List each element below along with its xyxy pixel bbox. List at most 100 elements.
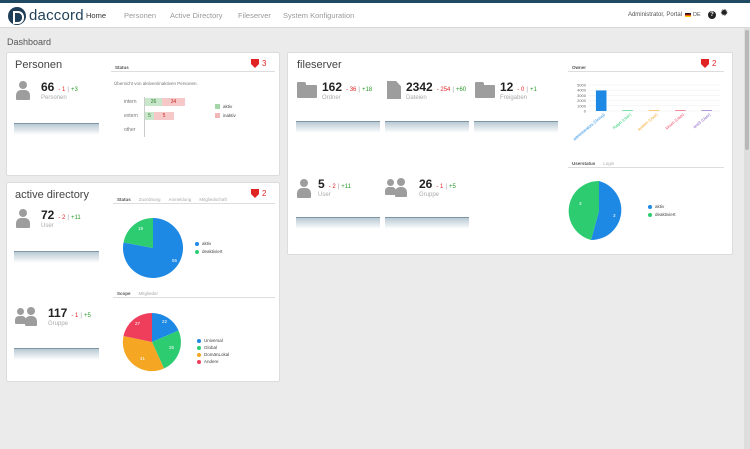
pie-label-aktiv: 3 (613, 213, 616, 218)
owner-y-tick: 2000 (577, 98, 587, 103)
owner-y-tick: 5000 (577, 83, 587, 88)
tab-scope[interactable]: Scope (117, 291, 131, 296)
pie-slice-universal[interactable] (152, 313, 179, 342)
bar-intern-inactive[interactable]: 34 (162, 98, 185, 106)
freigaben-count: 12 (500, 80, 514, 94)
pie-slice-aktiv[interactable] (122, 218, 183, 278)
fs-users-count: 5 (318, 177, 325, 191)
ad-users-count: 72 (41, 208, 55, 222)
pie-slice-domaenlokal[interactable] (122, 336, 164, 372)
nav-fileserver[interactable]: Fileserver (238, 11, 271, 20)
owner-x-label: kirsch (User) (664, 112, 685, 131)
nav-personen[interactable]: Personen (124, 11, 157, 20)
brand[interactable]: daccord (8, 6, 84, 25)
ad-title: active directory (15, 189, 89, 201)
ordner-sparkline (296, 121, 380, 133)
personen-warning-count: 3 (262, 59, 267, 68)
owner-bar[interactable] (622, 110, 633, 111)
freigaben-increase: +1 (529, 87, 537, 93)
tab-mitgliedschaft[interactable]: Mitgliedschaft (199, 197, 227, 202)
tab-owner[interactable]: Owner (572, 65, 587, 70)
fileserver-warning-count: 2 (712, 59, 717, 68)
pie-slice-andere[interactable] (123, 312, 153, 342)
tab-zuordnung[interactable]: Zuordnung (138, 197, 161, 202)
pie-slice-global[interactable] (152, 330, 181, 369)
group-icon (385, 178, 407, 198)
tab-anmeldung[interactable]: Anmeldung (168, 197, 192, 202)
owner-bar[interactable] (675, 110, 686, 111)
bar-extern-active[interactable]: 5 (145, 112, 154, 120)
ad-warning[interactable]: 2 (251, 189, 266, 198)
user-menu[interactable]: Administrator, Portal (627, 12, 682, 18)
owner-y-tick: 0 (584, 109, 587, 114)
ad-users-label: User (41, 223, 54, 229)
owner-bar[interactable] (701, 110, 713, 111)
ad-groups-sparkline (14, 348, 99, 360)
fs-groups-sparkline (385, 217, 469, 229)
shared-folder-icon (475, 82, 495, 98)
ad-users-increase: +11 (70, 215, 81, 221)
bar-extern-inactive[interactable]: 5 (154, 112, 174, 120)
personen-title: Personen (15, 59, 63, 71)
personen-sparkline (14, 123, 99, 135)
folder-icon (297, 82, 317, 98)
legend-global: Global (197, 345, 217, 350)
pie-slice-aktiv[interactable] (591, 181, 622, 241)
top-accent-line (0, 0, 750, 3)
fs-users-sparkline (296, 217, 380, 229)
scrollbar-thumb[interactable] (745, 30, 749, 150)
tab-status[interactable]: Status (115, 65, 129, 70)
personen-panel: Personen 3 66 - 1 | +3 Personen Status Ü… (6, 52, 280, 176)
nav-active-directory[interactable]: Active Directory (170, 11, 223, 20)
owner-x-label: test3 (User) (692, 112, 712, 130)
language-selector[interactable]: DE (693, 12, 701, 18)
fs-status-pie: 3 3 (568, 180, 622, 241)
dateien-count: 2342 (406, 80, 433, 94)
owner-y-tick: 4000 (577, 88, 587, 93)
legend-universal: Universal (197, 338, 223, 343)
pie-label-deaktiviert: 3 (579, 201, 582, 206)
fileserver-warning[interactable]: 2 (701, 59, 716, 68)
scrollbar[interactable] (744, 28, 750, 449)
legend-deaktiviert: deaktiviert (195, 249, 223, 254)
tab-userstatus[interactable]: Userstatus (572, 161, 596, 166)
fs-groups-label: Gruppe (419, 192, 440, 198)
freigaben-stat: 12 - 0 | +1 Freigaben (500, 80, 537, 101)
bar-intern-active[interactable]: 26 (145, 98, 162, 106)
gear-icon[interactable]: ✹ (720, 8, 729, 19)
ad-groups-label: Gruppe (48, 321, 69, 327)
flag-de-icon[interactable] (685, 13, 691, 17)
pie-slice-deaktiviert[interactable] (568, 180, 599, 240)
ordner-increase: +18 (361, 87, 373, 93)
person-icon (16, 209, 30, 229)
page-title: Dashboard (7, 37, 52, 47)
fs-groups-decrease: - 1 (436, 184, 444, 190)
ordner-label: Ordner (322, 95, 341, 101)
ad-users-decrease: - 2 (58, 215, 66, 221)
tab-login[interactable]: Login (603, 161, 615, 166)
person-icon (297, 179, 311, 199)
nav-system-konfiguration[interactable]: System Konfiguration (283, 11, 355, 20)
owner-bar[interactable] (648, 110, 660, 111)
tab-mitglieder[interactable]: Mitglieder (138, 291, 159, 296)
personen-count: 66 (41, 80, 55, 94)
personen-warning[interactable]: 3 (251, 59, 266, 68)
legend-aktiv: aktiv (648, 204, 664, 209)
dateien-decrease: - 254 (436, 87, 451, 93)
fs-groups-count: 26 (419, 177, 433, 191)
personen-status-text: Übersicht von aktiven/inaktiven Personen… (114, 81, 198, 86)
owner-bar[interactable] (595, 90, 607, 111)
pie-slice-deaktiviert[interactable] (123, 218, 154, 248)
ordner-stat: 162 - 36 | +18 Ordner (322, 80, 373, 101)
help-icon[interactable]: ? (708, 11, 716, 19)
fs-groups-stat: 26 - 1 | +5 Gruppe (419, 177, 456, 198)
tab-status[interactable]: Status (117, 197, 131, 202)
dateien-label: Dateien (406, 95, 427, 101)
dateien-stat: 2342 - 254 | +60 Dateien (406, 80, 467, 101)
person-icon (16, 81, 30, 101)
nav-home[interactable]: Home (86, 11, 107, 20)
owner-y-tick: 3000 (577, 93, 587, 98)
legend-andere: Andere (197, 359, 219, 364)
owner-x-labels: administrators (Group) Ralph (User) system… (572, 112, 712, 142)
